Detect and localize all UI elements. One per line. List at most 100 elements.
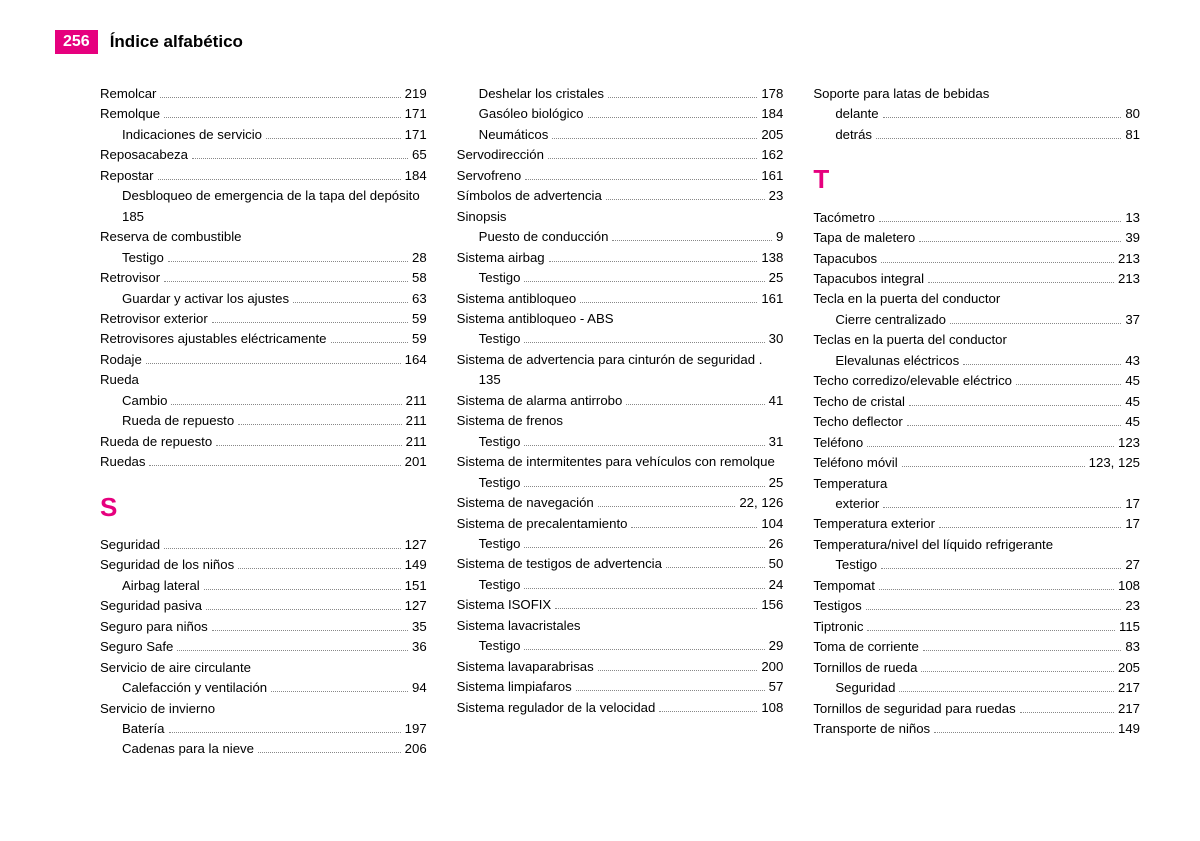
leader-dots — [576, 690, 765, 691]
entry-page: 24 — [769, 575, 784, 595]
leader-dots — [524, 588, 764, 589]
entry-label: Seguro Safe — [100, 637, 173, 657]
index-heading: Sistema lavacristales — [457, 616, 784, 636]
entry-page: 197 — [405, 719, 427, 739]
index-subentry: Desbloqueo de emergencia de la tapa del … — [100, 186, 427, 227]
entry-label: Testigo — [479, 636, 521, 656]
entry-label: Testigo — [479, 534, 521, 554]
entry-label: Indicaciones de servicio — [122, 125, 262, 145]
entry-label: Símbolos de advertencia — [457, 186, 602, 206]
index-entry: Sistema antibloqueo161 — [457, 289, 784, 309]
entry-page: 211 — [406, 432, 427, 452]
entry-page: 205 — [1118, 658, 1140, 678]
leader-dots — [580, 302, 757, 303]
entry-label: Tornillos de rueda — [813, 658, 917, 678]
leader-dots — [524, 281, 764, 282]
index-heading: Sistema de intermitentes para vehículos … — [457, 452, 784, 472]
entry-label: Sistema de testigos de advertencia — [457, 554, 662, 574]
entry-label: Tapacubos integral — [813, 269, 924, 289]
index-entry: Seguro para niños35 — [100, 617, 427, 637]
entry-page: 31 — [769, 432, 784, 452]
entry-label: Seguro para niños — [100, 617, 208, 637]
index-subentry: detrás81 — [813, 125, 1140, 145]
index-entry: Sistema de alarma antirrobo41 — [457, 391, 784, 411]
entry-page: 178 — [761, 84, 783, 104]
index-entry: Sistema limpiafaros57 — [457, 677, 784, 697]
index-heading: Teclas en la puerta del conductor — [813, 330, 1140, 350]
leader-dots — [204, 589, 401, 590]
leader-dots — [524, 649, 764, 650]
index-heading: Temperatura/nivel del líquido refrigeran… — [813, 535, 1140, 555]
leader-dots — [525, 179, 757, 180]
entry-page: 138 — [761, 248, 783, 268]
index-entry: Tornillos de rueda 205 — [813, 658, 1140, 678]
entry-page: 17 — [1125, 494, 1140, 514]
entry-page: 39 — [1125, 228, 1140, 248]
index-entry: Repostar184 — [100, 166, 427, 186]
entry-label: Tapa de maletero — [813, 228, 915, 248]
index-entry: Tapacubos213 — [813, 249, 1140, 269]
entry-label: Deshelar los cristales — [479, 84, 604, 104]
entry-label: Testigo — [479, 268, 521, 288]
leader-dots — [238, 424, 401, 425]
index-entry: Sistema regulador de la velocidad108 — [457, 698, 784, 718]
leader-dots — [606, 199, 765, 200]
leader-dots — [939, 527, 1121, 528]
entry-page: 50 — [769, 554, 784, 574]
entry-page: 123, 125 — [1089, 453, 1140, 473]
leader-dots — [169, 732, 401, 733]
leader-dots — [331, 342, 409, 343]
entry-page: 45 — [1125, 392, 1140, 412]
leader-dots — [881, 568, 1121, 569]
leader-dots — [608, 97, 757, 98]
leader-dots — [212, 630, 408, 631]
index-entry: Símbolos de advertencia23 — [457, 186, 784, 206]
entry-page: 201 — [405, 452, 427, 472]
entry-page: 161 — [761, 166, 783, 186]
entry-label: Cierre centralizado — [835, 310, 946, 330]
entry-page: 205 — [761, 125, 783, 145]
leader-dots — [164, 281, 408, 282]
entry-label: Reposacabeza — [100, 145, 188, 165]
entry-label: Sistema ISOFIX — [457, 595, 552, 615]
entry-label: delante — [835, 104, 878, 124]
index-entry: Tapacubos integral213 — [813, 269, 1140, 289]
index-subentry: Testigo26 — [457, 534, 784, 554]
entry-page: 43 — [1125, 351, 1140, 371]
entry-label: Ruedas — [100, 452, 145, 472]
index-subentry: Deshelar los cristales 178 — [457, 84, 784, 104]
entry-page: 211 — [406, 411, 427, 431]
entry-label: Seguridad pasiva — [100, 596, 202, 616]
leader-dots — [631, 527, 757, 528]
entry-label: Toma de corriente — [813, 637, 919, 657]
entry-label: Testigo — [122, 248, 164, 268]
entry-label: Cadenas para la nieve — [122, 739, 254, 759]
leader-dots — [266, 138, 401, 139]
index-heading: Sinopsis — [457, 207, 784, 227]
entry-label: Airbag lateral — [122, 576, 200, 596]
entry-label: Techo de cristal — [813, 392, 905, 412]
index-entry: Tornillos de seguridad para ruedas217 — [813, 699, 1140, 719]
entry-label: Retrovisor exterior — [100, 309, 208, 329]
entry-label: Testigo — [835, 555, 877, 575]
index-subentry: Testigo30 — [457, 329, 784, 349]
entry-page: 149 — [1118, 719, 1140, 739]
entry-page: 164 — [405, 350, 427, 370]
leader-dots — [883, 117, 1122, 118]
index-subentry: Airbag lateral151 — [100, 576, 427, 596]
leader-dots — [206, 609, 401, 610]
column-2: Deshelar los cristales178Gasóleo biológi… — [457, 84, 784, 760]
entry-label: Sistema airbag — [457, 248, 545, 268]
entry-page: 104 — [761, 514, 783, 534]
entry-page: 206 — [405, 739, 427, 759]
leader-dots — [524, 342, 764, 343]
index-heading: Sistema de frenos — [457, 411, 784, 431]
index-entry: Testigos23 — [813, 596, 1140, 616]
index-entry: Sistema lavaparabrisas200 — [457, 657, 784, 677]
leader-dots — [902, 466, 1085, 467]
entry-label: Seguridad — [835, 678, 895, 698]
entry-label: Elevalunas eléctricos — [835, 351, 959, 371]
entry-page: 217 — [1118, 678, 1140, 698]
index-subentry: Testigo28 — [100, 248, 427, 268]
entry-label: Seguridad de los niños — [100, 555, 234, 575]
